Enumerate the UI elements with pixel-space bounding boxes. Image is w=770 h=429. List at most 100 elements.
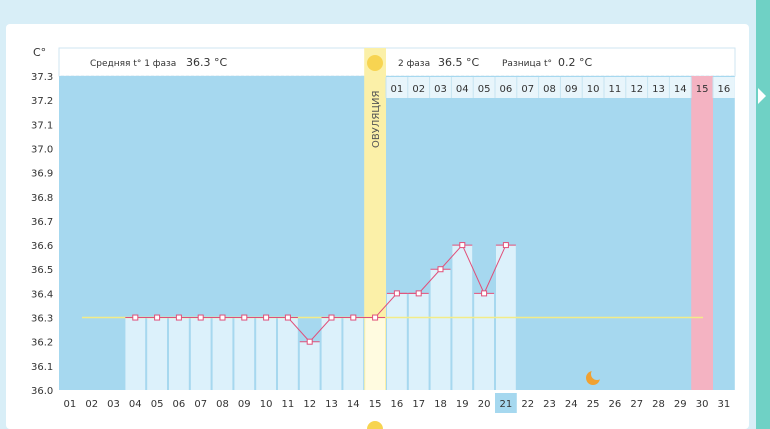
- diff-label: Разница t°: [502, 59, 552, 69]
- phase2-day-label: 06: [500, 84, 513, 95]
- sun-icon-bottom: [367, 421, 383, 429]
- x-tick-label[interactable]: 23: [543, 399, 556, 410]
- x-tick-label[interactable]: 27: [630, 399, 643, 410]
- y-tick-label: 37.3: [31, 72, 53, 83]
- temperature-point[interactable]: [306, 338, 313, 345]
- phase2-day-label: 01: [391, 84, 404, 95]
- x-tick-label[interactable]: 03: [107, 399, 120, 410]
- x-tick-label[interactable]: 13: [325, 399, 338, 410]
- temperature-bar[interactable]: [365, 317, 385, 390]
- x-tick-label[interactable]: 26: [609, 399, 622, 410]
- y-tick-label: 36.3: [31, 314, 53, 325]
- temperature-bar[interactable]: [190, 317, 211, 390]
- temperature-point[interactable]: [154, 314, 161, 321]
- phase2-day-label: 10: [587, 84, 600, 95]
- temperature-point[interactable]: [350, 314, 357, 321]
- temperature-point[interactable]: [175, 314, 182, 321]
- temperature-point[interactable]: [459, 242, 466, 249]
- x-tick-label[interactable]: 30: [696, 399, 709, 410]
- phase2-day-label: 04: [456, 84, 469, 95]
- x-tick-label[interactable]: 24: [565, 399, 578, 410]
- phase2-day-label: 14: [674, 84, 687, 95]
- x-tick-label[interactable]: 29: [674, 399, 687, 410]
- temperature-point[interactable]: [393, 290, 400, 297]
- temperature-point[interactable]: [219, 314, 226, 321]
- temperature-bar[interactable]: [147, 317, 167, 390]
- temperature-point[interactable]: [241, 314, 248, 321]
- temperature-point[interactable]: [502, 242, 509, 249]
- temperature-point[interactable]: [263, 314, 270, 321]
- temperature-bar[interactable]: [125, 317, 146, 390]
- x-tick-label[interactable]: 07: [194, 399, 207, 410]
- x-tick-label[interactable]: 09: [238, 399, 251, 410]
- phase2-day-label: 07: [521, 84, 534, 95]
- moon-icon: [586, 368, 603, 385]
- phase2-day-label: 05: [478, 84, 491, 95]
- phase2-day-label: 08: [543, 84, 556, 95]
- y-tick-label: 36.5: [31, 265, 53, 276]
- temperature-bar[interactable]: [343, 317, 364, 390]
- x-tick-label[interactable]: 25: [587, 399, 600, 410]
- x-tick-label[interactable]: 17: [412, 399, 425, 410]
- temperature-point[interactable]: [328, 314, 335, 321]
- x-tick-label[interactable]: 16: [391, 399, 404, 410]
- x-tick-label[interactable]: 18: [434, 399, 447, 410]
- period-day-cell: [691, 77, 713, 98]
- x-tick-label[interactable]: 04: [129, 399, 142, 410]
- temperature-bar[interactable]: [321, 317, 342, 390]
- x-tick-label[interactable]: 14: [347, 399, 360, 410]
- temperature-bar[interactable]: [278, 317, 298, 390]
- y-tick-label: 36.0: [31, 386, 53, 397]
- x-tick-label[interactable]: 31: [718, 399, 731, 410]
- temperature-bar[interactable]: [430, 269, 451, 390]
- x-tick-label[interactable]: 20: [478, 399, 491, 410]
- y-tick-label: 36.4: [31, 289, 53, 300]
- temperature-bar[interactable]: [234, 317, 255, 390]
- temperature-bar[interactable]: [408, 293, 429, 390]
- x-tick-label[interactable]: 21: [500, 399, 513, 410]
- diff-value: 0.2 °C: [558, 56, 592, 69]
- x-tick-label[interactable]: 01: [64, 399, 77, 410]
- phase2-day-label: 12: [630, 84, 643, 95]
- x-tick-label[interactable]: 02: [85, 399, 98, 410]
- temperature-bar[interactable]: [474, 293, 494, 390]
- x-tick-label[interactable]: 10: [260, 399, 273, 410]
- phase2-day-label: 02: [412, 84, 425, 95]
- x-tick-label[interactable]: 22: [521, 399, 534, 410]
- x-tick-label[interactable]: 19: [456, 399, 469, 410]
- temperature-bar[interactable]: [169, 317, 189, 390]
- ovulation-column: [364, 48, 386, 390]
- temperature-bar[interactable]: [256, 317, 276, 390]
- y-tick-label: 36.6: [31, 241, 53, 252]
- sun-icon: [367, 55, 383, 71]
- y-axis-label: C°: [33, 46, 46, 59]
- temperature-bar[interactable]: [299, 341, 320, 390]
- y-tick-label: 36.2: [31, 338, 53, 349]
- header-bar: [58, 47, 736, 77]
- temperature-point[interactable]: [437, 266, 444, 273]
- phase2-day-label: 13: [652, 84, 665, 95]
- x-tick-label[interactable]: 11: [282, 399, 295, 410]
- temperature-point[interactable]: [284, 314, 291, 321]
- ovulation-label: ОВУЛЯЦИЯ: [371, 91, 382, 149]
- x-tick-label[interactable]: 15: [369, 399, 382, 410]
- y-tick-label: 36.1: [31, 362, 53, 373]
- x-tick-label[interactable]: 08: [216, 399, 229, 410]
- y-tick-label: 37.1: [31, 120, 53, 131]
- right-side-strip: [756, 0, 770, 429]
- phase2-day-label: 15: [696, 84, 709, 95]
- x-tick-label[interactable]: 05: [151, 399, 164, 410]
- temperature-bar[interactable]: [212, 317, 233, 390]
- temperature-point[interactable]: [372, 314, 379, 321]
- period-column: [691, 76, 713, 390]
- x-tick-label[interactable]: 06: [173, 399, 186, 410]
- x-tick-label[interactable]: 12: [303, 399, 316, 410]
- next-arrow-icon[interactable]: [758, 88, 766, 104]
- temperature-point[interactable]: [481, 290, 488, 297]
- temperature-point[interactable]: [197, 314, 204, 321]
- temperature-point[interactable]: [132, 314, 139, 321]
- x-tick-label[interactable]: 28: [652, 399, 665, 410]
- temperature-point[interactable]: [415, 290, 422, 297]
- temperature-bar[interactable]: [387, 293, 407, 390]
